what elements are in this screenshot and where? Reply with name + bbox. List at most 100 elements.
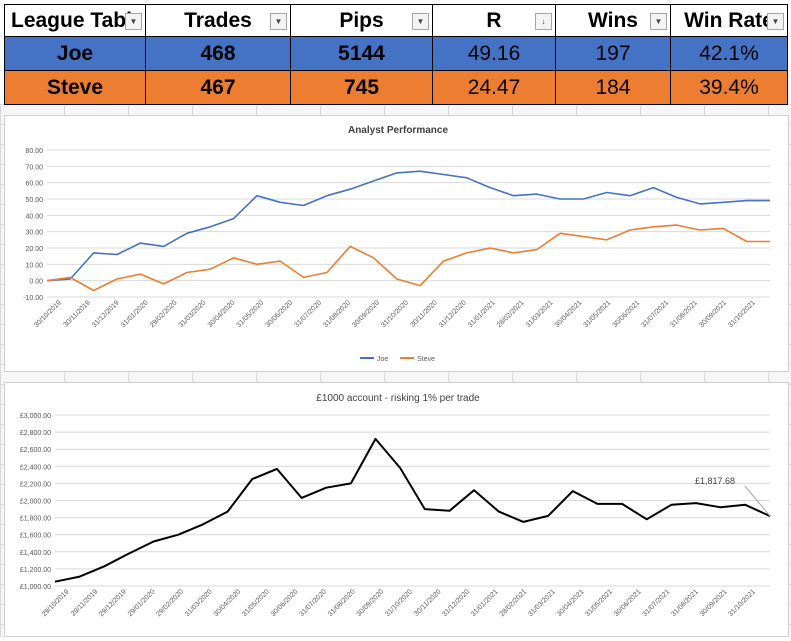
data-label-leader: [744, 485, 771, 517]
cell-name[interactable]: Steve: [4, 70, 146, 105]
x-tick-label: 30/06/2021: [612, 299, 642, 329]
x-tick-label: 30/04/2020: [213, 588, 243, 618]
x-tick-label: 29/02/2020: [155, 588, 185, 618]
league-table-header: League Tabl ▼ Trades ▼ Pips ▼ R ↓ Wins ▼ Win …: [4, 4, 788, 37]
x-tick-label: 29/01/2020: [127, 588, 157, 618]
header-r: R ↓: [432, 4, 556, 37]
y-tick-label: £2,000.00: [20, 499, 51, 506]
x-tick-label: 31/03/2021: [525, 299, 555, 329]
filter-dropdown-icon[interactable]: ▼: [270, 13, 287, 30]
x-tick-label: 31/10/2021: [727, 588, 757, 618]
x-tick-label: 31/12/2020: [441, 588, 471, 618]
y-tick-label: 20.00: [25, 246, 43, 253]
x-tick-label: 31/08/2020: [322, 299, 352, 329]
chart-title: Analyst Performance: [348, 125, 448, 136]
header-pips: Pips ▼: [290, 4, 433, 37]
y-tick-label: £3,000.00: [20, 413, 51, 420]
cell-name[interactable]: Joe: [4, 36, 146, 71]
x-tick-label: 30/09/2020: [356, 588, 386, 618]
header-league-table: League Tabl ▼: [4, 4, 146, 37]
x-tick-label: 31/07/2021: [642, 588, 672, 618]
x-tick-label: 31/07/2020: [293, 299, 323, 329]
x-tick-label: 30/06/2020: [265, 299, 295, 329]
header-label: R: [486, 8, 502, 32]
filter-dropdown-icon[interactable]: ▼: [412, 13, 429, 30]
cell-wins[interactable]: 184: [555, 70, 671, 105]
cell-trades[interactable]: 468: [145, 36, 291, 71]
x-tick-label: 31/05/2021: [584, 588, 614, 618]
x-tick-label: 30/09/2021: [699, 588, 729, 618]
x-tick-label: 29/10/2019: [41, 588, 71, 618]
x-tick-label: 31/01/2021: [470, 588, 500, 618]
x-tick-label: 31/03/2020: [184, 588, 214, 618]
cell-pips[interactable]: 745: [290, 70, 433, 105]
y-tick-label: £2,600.00: [20, 447, 51, 454]
y-tick-label: £1,600.00: [20, 533, 51, 540]
header-label: Trades: [184, 8, 252, 32]
series-line-0: [46, 170, 770, 282]
cell-r[interactable]: 49.16: [432, 36, 556, 71]
legend-label: Joe: [377, 356, 388, 363]
cell-win-rate[interactable]: 39.4%: [670, 70, 788, 105]
x-tick-label: 30/04/2021: [556, 588, 586, 618]
x-tick-label: 31/12/2019: [91, 299, 121, 329]
y-tick-label: 50.00: [25, 197, 43, 204]
chart-title: £1000 account - risking 1% per trade: [316, 393, 480, 404]
x-tick-label: 31/07/2021: [640, 299, 670, 329]
y-tick-label: 70.00: [25, 164, 43, 171]
header-label: Wins: [588, 8, 638, 32]
cell-pips[interactable]: 5144: [290, 36, 433, 71]
header-label: Pips: [339, 8, 384, 32]
series-line-1: [46, 224, 770, 292]
x-tick-label: 31/12/2020: [438, 299, 468, 329]
x-tick-label: 29/12/2019: [98, 588, 128, 618]
legend-label: Steve: [417, 356, 435, 363]
header-win-rate: Win Rate ▼: [670, 4, 788, 37]
x-tick-label: 31/10/2020: [384, 588, 414, 618]
y-tick-label: -10.00: [23, 295, 43, 302]
x-tick-label: 30/11/2019: [62, 299, 91, 328]
cell-wins[interactable]: 197: [555, 36, 671, 71]
x-tick-label: 30/11/2020: [409, 299, 438, 328]
y-tick-label: 0.00: [29, 279, 43, 286]
last-value-data-label: £1,817.68: [695, 476, 735, 486]
x-tick-label: 31/05/2020: [236, 299, 266, 329]
sort-descending-icon[interactable]: ↓: [535, 13, 552, 30]
x-tick-label: 31/01/2021: [467, 299, 497, 329]
x-tick-label: 30/09/2021: [698, 299, 728, 329]
table-row-steve: Steve 467 745 24.47 184 39.4%: [4, 70, 788, 105]
x-tick-label: 30/11/2020: [413, 588, 442, 617]
cell-trades[interactable]: 467: [145, 70, 291, 105]
x-tick-label: 30/04/2020: [207, 299, 237, 329]
y-tick-label: £2,200.00: [20, 481, 51, 488]
x-tick-label: 30/06/2021: [613, 588, 643, 618]
account-balance-svg: £1000 account - risking 1% per trade £1,0…: [20, 393, 771, 618]
x-tick-label: 28/02/2021: [499, 588, 529, 618]
x-tick-label: 31/03/2021: [527, 588, 557, 618]
y-tick-label: 10.00: [25, 262, 43, 269]
filter-dropdown-icon[interactable]: ▼: [650, 13, 667, 30]
y-tick-label: £1,000.00: [20, 584, 51, 591]
analyst-performance-chart[interactable]: Analyst Performance -10.00 0.00 10.00 20.00 3…: [4, 115, 789, 372]
x-tick-label: 28/02/2021: [496, 299, 526, 329]
x-tick-label: 30/06/2020: [270, 588, 300, 618]
header-label: Win Rate: [684, 8, 774, 32]
table-row-joe: Joe 468 5144 49.16 197 42.1%: [4, 36, 788, 71]
x-tick-label: 31/08/2021: [670, 588, 700, 618]
y-tick-label: £2,400.00: [20, 464, 51, 471]
x-tick-label: 31/07/2020: [298, 588, 328, 618]
filter-dropdown-icon[interactable]: ▼: [125, 13, 142, 30]
x-tick-label: 31/08/2021: [669, 299, 699, 329]
cell-win-rate[interactable]: 42.1%: [670, 36, 788, 71]
series-line-0: [54, 437, 771, 583]
header-trades: Trades ▼: [145, 4, 291, 37]
x-tick-label: 29/11/2019: [70, 588, 99, 617]
y-tick-label: 80.00: [25, 148, 43, 155]
cell-r[interactable]: 24.47: [432, 70, 556, 105]
account-balance-chart[interactable]: £1000 account - risking 1% per trade £1,0…: [4, 382, 789, 637]
x-tick-label: 30/10/2019: [33, 299, 63, 329]
filter-dropdown-icon[interactable]: ▼: [767, 13, 784, 30]
x-tick-label: 31/10/2021: [727, 299, 757, 329]
y-tick-label: 60.00: [25, 181, 43, 188]
x-tick-label: 31/05/2020: [241, 588, 271, 618]
